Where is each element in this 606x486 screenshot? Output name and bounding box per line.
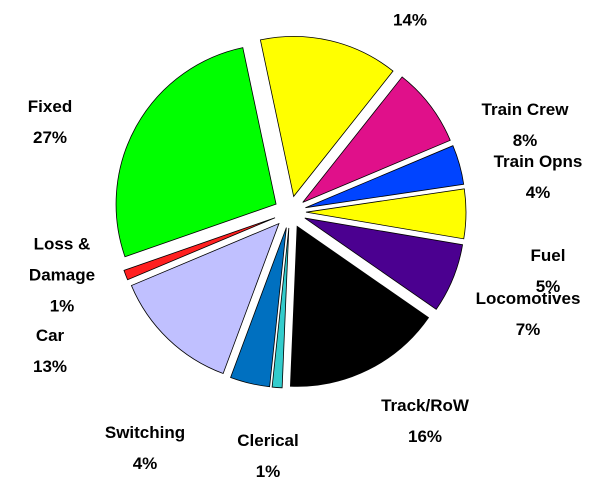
category-label: Fuel (530, 246, 566, 265)
slice-label: Train Crew 8% (465, 94, 585, 156)
value-label: 1% (255, 462, 281, 481)
slice-label: Fuel 5% (488, 240, 606, 302)
slice-label: Train Opns 4% (478, 146, 598, 208)
pie-slice (302, 76, 451, 203)
category-label: Locomotives (475, 289, 581, 308)
category-label: Train Crew (481, 100, 569, 119)
value-label: 8% (512, 131, 538, 150)
pie-slice (304, 217, 464, 310)
category-label: Loss & Damage (28, 234, 96, 285)
value-label: 14% (392, 10, 428, 30)
pie-slice (230, 227, 287, 388)
value-label: 16% (407, 427, 443, 446)
pie-slice (115, 47, 277, 258)
value-label: 13% (32, 357, 68, 376)
value-label: 5% (535, 277, 561, 296)
category-label: Switching (104, 423, 186, 442)
slice-label: Locomotives 7% (468, 283, 588, 345)
slice-label: Loss & Damage 1% (2, 229, 122, 322)
pie-slice (130, 222, 280, 375)
category-label: Car (35, 326, 65, 345)
value-label: 4% (132, 454, 158, 473)
pie-slice (259, 36, 394, 198)
slice-label: Car 13% (0, 320, 110, 382)
pie-slice (271, 227, 290, 389)
category-label: Fixed (27, 97, 73, 116)
pie-slice (305, 145, 465, 209)
value-label: 1% (49, 296, 75, 316)
pie-slice (123, 217, 276, 281)
slice-label: 14% (350, 5, 470, 36)
pie-slice (305, 188, 467, 240)
value-label: 4% (525, 183, 551, 202)
slice-label: Switching 4% (85, 417, 205, 479)
slice-label: Fixed 27% (0, 91, 110, 153)
category-label: Track/RoW (381, 396, 469, 415)
pie-slice (289, 225, 430, 387)
slice-label: Track/RoW 16% (365, 390, 485, 452)
category-label: Train Opns (493, 152, 583, 171)
value-label: 27% (32, 128, 68, 147)
slice-label: Clerical 1% (208, 425, 328, 486)
value-label: 7% (515, 320, 541, 339)
category-label: Clerical (237, 431, 299, 450)
